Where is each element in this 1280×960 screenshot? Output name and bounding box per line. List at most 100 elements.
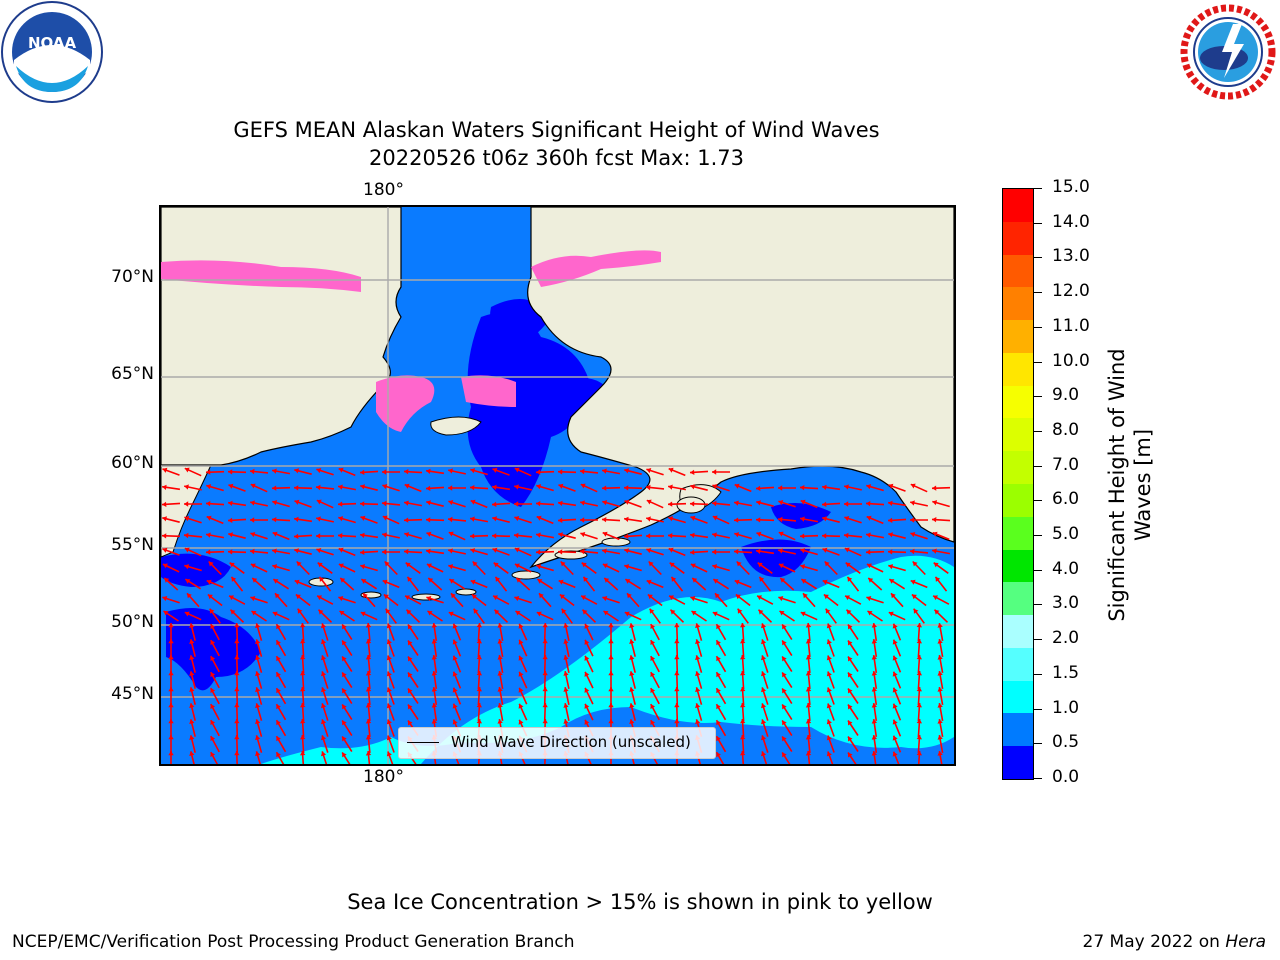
wave-direction-arrowhead: [448, 500, 454, 506]
colorbar-tick-label: 13.0: [1052, 246, 1090, 267]
wave-direction-arrowhead: [452, 671, 458, 677]
wave-direction-arrowhead: [276, 720, 281, 726]
colorbar-segment: [1003, 516, 1033, 551]
wave-direction-arrowhead: [761, 623, 767, 629]
wave-direction-arrowhead: [695, 703, 701, 709]
wave-direction-arrowhead: [272, 548, 277, 554]
wave-direction-arrowhead: [452, 687, 458, 693]
wave-direction-arrowhead: [646, 533, 651, 539]
wave-direction-arrowhead: [871, 655, 877, 660]
wave-direction-arrowhead: [910, 517, 915, 523]
wave-direction-arrowhead: [228, 532, 233, 538]
wave-direction-arrowhead: [518, 639, 524, 645]
wave-direction-arrowhead: [563, 719, 569, 724]
wave-direction-arrowhead: [234, 639, 240, 644]
wave-direction-arrowhead: [338, 563, 344, 569]
wave-direction-arrowhead: [472, 561, 478, 567]
wave-direction-arrowhead: [426, 563, 432, 569]
wave-direction-arrowhead: [916, 719, 922, 724]
wave-direction-arrowhead: [690, 501, 695, 507]
wave-direction-arrowhead: [206, 501, 211, 507]
wave-direction-arrowhead: [916, 639, 922, 644]
wave-direction-arrowhead: [431, 719, 437, 724]
wave-direction-arrowhead: [184, 532, 189, 539]
wave-direction-arrowhead: [497, 719, 503, 724]
wave-direction-arrowhead: [476, 687, 482, 692]
wave-direction-arrowhead: [756, 531, 762, 537]
wave-direction-arrowhead: [558, 500, 563, 506]
wave-direction-arrowhead: [360, 484, 365, 490]
colorbar-segment: [1003, 713, 1033, 747]
wave-direction-arrowhead: [386, 751, 392, 757]
wave-direction-arrowhead: [740, 655, 746, 660]
wave-direction-arrowhead: [734, 517, 739, 523]
wave-direction-arrowhead: [162, 533, 167, 539]
wave-direction-arrowhead: [716, 736, 721, 742]
wave-direction-arrowhead: [674, 639, 680, 644]
wave-direction-arrowhead: [234, 751, 240, 756]
wave-direction-arrowhead: [715, 593, 720, 599]
wave-direction-arrowhead: [321, 687, 327, 693]
wave-direction-arrowhead: [761, 639, 767, 645]
sea-ice-edge-ak: [531, 250, 661, 287]
wave-direction-arrowhead: [826, 655, 832, 661]
wave-direction-arrowhead: [382, 549, 387, 555]
wave-direction-arrowhead: [937, 719, 943, 724]
wave-direction-arrowhead: [168, 751, 174, 756]
wave-direction-arrowhead: [800, 485, 805, 491]
wave-direction-arrowhead: [321, 623, 327, 629]
wave-direction-arrowhead: [650, 704, 656, 709]
colorbar-tick: [1034, 500, 1042, 502]
wave-direction-arrowhead: [448, 485, 453, 491]
wave-direction-arrowhead: [932, 531, 938, 537]
wave-direction-arrowhead: [871, 671, 877, 676]
wave-direction-arrowhead: [365, 639, 372, 644]
wave-direction-arrowhead: [342, 752, 347, 758]
wave-direction-arrowhead: [826, 735, 832, 741]
wave-direction-arrowhead: [734, 549, 739, 555]
wave-direction-arrowhead: [916, 655, 922, 660]
wave-direction-arrowhead: [404, 469, 409, 475]
wave-direction-arrowhead: [321, 639, 327, 645]
wave-direction-arrowhead: [492, 484, 497, 490]
wave-direction-arrowhead: [778, 500, 784, 506]
wave-direction-arrowhead: [629, 687, 635, 692]
wave-direction-arrowhead: [624, 516, 629, 522]
wave-direction-arrowhead: [210, 688, 216, 693]
wave-direction-arrowhead: [871, 719, 877, 724]
wave-direction-arrowhead: [805, 687, 812, 692]
wave-direction-arrowhead: [805, 719, 812, 724]
wave-direction-arrowhead: [276, 736, 281, 742]
wave-direction-arrowhead: [234, 623, 240, 628]
wave-direction-arrowhead: [365, 719, 372, 724]
wave-direction-arrowhead: [756, 517, 761, 523]
noaa-logo-text: NOAA: [28, 34, 77, 52]
wave-direction-arrowhead: [184, 516, 190, 522]
wave-direction-arrowhead: [317, 562, 323, 568]
wave-direction-arrowhead: [276, 752, 281, 758]
wave-direction-arrowhead: [580, 468, 585, 475]
wave-direction-arrowhead: [276, 672, 281, 678]
wave-direction-arrowhead: [294, 533, 299, 539]
wave-direction-arrowhead: [740, 735, 746, 740]
colorbar-tick-label: 4.0: [1052, 558, 1080, 579]
colorbar-tick-label: 10.0: [1052, 350, 1090, 371]
wave-direction-arrowhead: [431, 655, 437, 660]
wave-direction-arrowhead: [757, 562, 763, 568]
wave-direction-arrowhead: [668, 501, 673, 507]
wave-band-cyan: [261, 555, 954, 764]
wave-direction-arrowhead: [844, 501, 849, 507]
wave-direction-arrowhead: [431, 623, 437, 628]
wave-direction-arrowhead: [321, 719, 327, 725]
sea-ice-bering: [376, 375, 435, 432]
wave-direction-arrowhead: [561, 608, 567, 614]
wave-direction-arrowhead: [338, 467, 344, 473]
wave-direction-arrowhead: [646, 516, 651, 522]
wave-direction-arrowhead: [888, 611, 894, 617]
wave-direction-arrowhead: [602, 500, 608, 506]
wave-direction-arrowhead: [937, 703, 943, 708]
wave-direction-arrowhead: [826, 719, 832, 725]
wave-direction-arrowhead: [451, 593, 456, 599]
wave-direction-arrowhead: [294, 468, 299, 474]
wave-direction-arrowhead: [826, 751, 832, 757]
